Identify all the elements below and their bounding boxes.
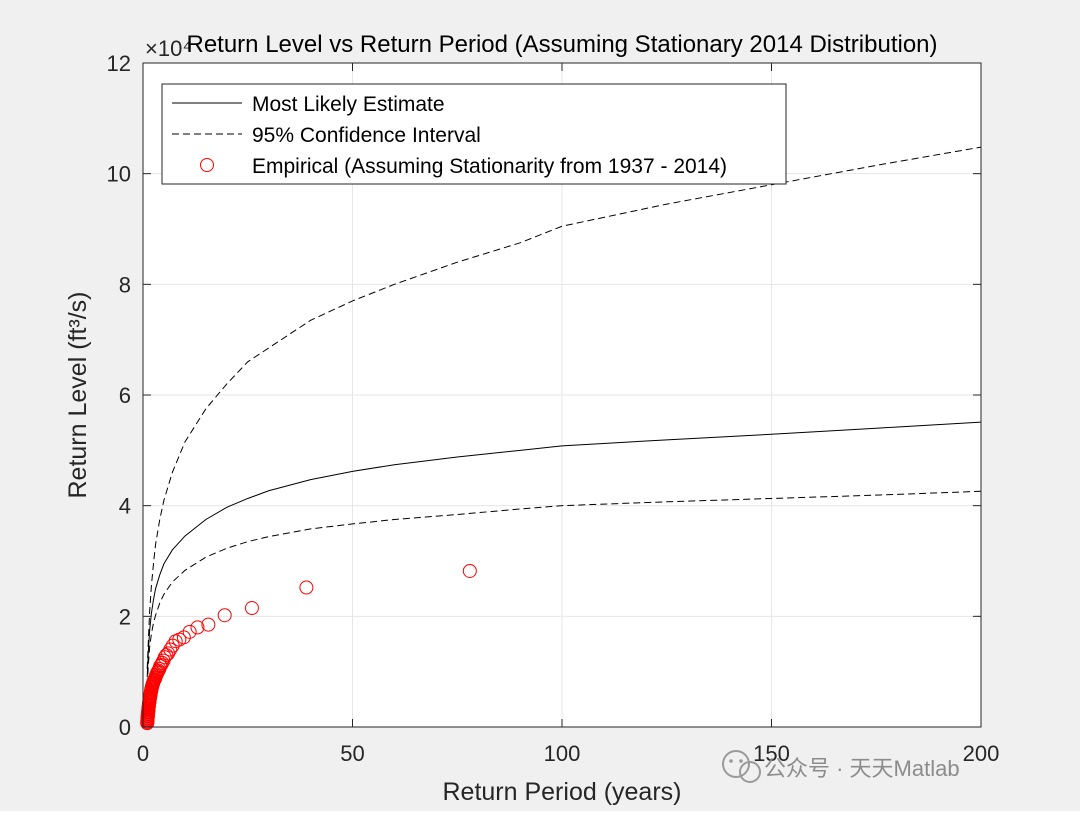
empirical-point bbox=[462, 563, 477, 578]
legend-box bbox=[161, 83, 787, 185]
empirical-point bbox=[217, 608, 232, 623]
x-axis-label: Return Period (years) bbox=[443, 778, 682, 806]
watermark-text: 公众号 · 天天Matlab bbox=[764, 756, 960, 781]
y-tick-label: 10 bbox=[107, 162, 131, 187]
axis-ticks: 0 50 100 150 200 0 2 4 6 8 10 12 bbox=[107, 51, 1000, 766]
y-tick-label: 4 bbox=[119, 494, 131, 519]
empirical-point bbox=[168, 634, 183, 649]
y-tick-label: 2 bbox=[119, 604, 131, 629]
x-tick-label: 150 bbox=[753, 741, 790, 766]
y-tick-label: 12 bbox=[107, 51, 131, 76]
empirical-point bbox=[165, 638, 180, 653]
most-likely-estimate-line bbox=[146, 421, 982, 678]
empirical-point bbox=[201, 617, 216, 632]
legend-label: Most Likely Estimate bbox=[252, 93, 445, 116]
empirical-point bbox=[190, 620, 205, 635]
watermark: 公众号 · 天天Matlab bbox=[722, 750, 960, 783]
y-exponent-label: ×10⁴ bbox=[145, 36, 192, 61]
empirical-point bbox=[244, 601, 259, 616]
x-tick-label: 200 bbox=[963, 741, 1000, 766]
legend-marker bbox=[200, 158, 214, 172]
y-tick-label: 0 bbox=[119, 715, 131, 740]
empirical-point bbox=[299, 580, 314, 595]
legend-label: 95% Confidence Interval bbox=[252, 124, 481, 147]
legend: Most Likely Estimate 95% Confidence Inter… bbox=[161, 83, 787, 185]
wechat-icon bbox=[722, 750, 761, 783]
empirical-point bbox=[140, 716, 155, 731]
x-tick-label: 0 bbox=[137, 741, 149, 766]
y-axis-label: Return Level (ft³/s) bbox=[64, 291, 92, 498]
legend-label: Empirical (Assuming Stationarity from 19… bbox=[252, 155, 727, 178]
series-layer bbox=[140, 146, 982, 731]
y-tick-label: 6 bbox=[119, 383, 131, 408]
confidence-interval-line bbox=[146, 146, 982, 669]
y-tick-label: 8 bbox=[119, 272, 131, 297]
empirical-point bbox=[182, 624, 197, 639]
x-tick-label: 100 bbox=[544, 741, 581, 766]
chart-title: Return Level vs Return Period (Assuming … bbox=[186, 31, 937, 58]
x-tick-label: 50 bbox=[340, 741, 364, 766]
confidence-interval-line bbox=[146, 490, 982, 686]
